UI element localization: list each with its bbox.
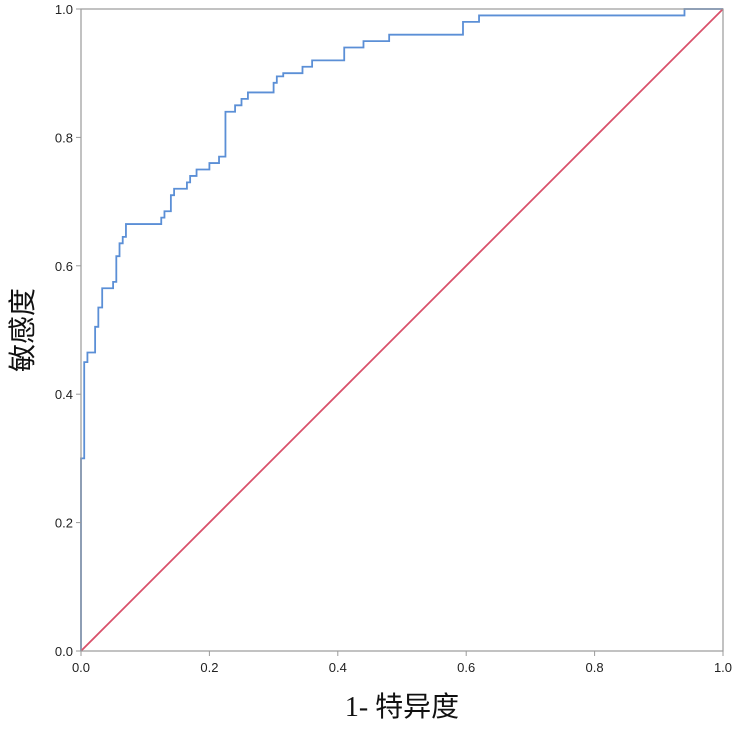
x-tick-label: 0.8	[586, 660, 604, 675]
roc-curve-line	[80, 8, 723, 651]
series-layer	[80, 8, 724, 652]
plot-frame	[80, 8, 724, 652]
y-axis-title: 敏感度	[7, 288, 39, 372]
y-tick-label: 1.0	[55, 2, 73, 17]
y-tick-label: 0.6	[55, 259, 73, 274]
x-tick-label: 1.0	[714, 660, 732, 675]
x-tick-label: 0.2	[200, 660, 218, 675]
reference-diagonal-line	[80, 8, 724, 652]
y-tick-label: 0.2	[55, 516, 73, 531]
x-axis-title: 1- 特异度	[345, 691, 459, 723]
y-tick-label: 0.4	[55, 387, 73, 402]
x-tick-label: 0.4	[329, 660, 347, 675]
x-tick-label: 0.6	[457, 660, 475, 675]
x-tick-label: 0.0	[72, 660, 90, 675]
y-tick-label: 0.0	[55, 644, 73, 659]
x-axis-ticks: 0.0 0.2 0.4 0.6 0.8 1.0	[72, 651, 732, 675]
y-tick-label: 0.8	[55, 130, 73, 145]
y-axis-ticks: 0.0 0.2 0.4 0.6 0.8 1.0	[55, 2, 81, 659]
